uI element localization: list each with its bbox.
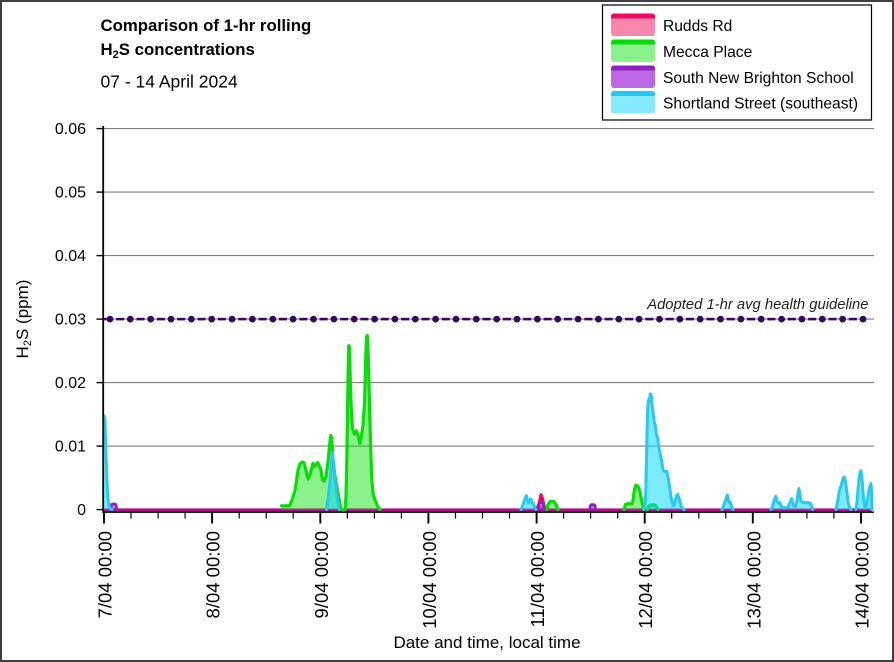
svg-text:0.05: 0.05 (55, 185, 86, 202)
svg-text:9/04 00:00: 9/04 00:00 (311, 531, 332, 618)
svg-text:07 - 14 April 2024: 07 - 14 April 2024 (101, 72, 238, 92)
svg-text:10/04 00:00: 10/04 00:00 (419, 531, 440, 629)
svg-text:13/04 00:00: 13/04 00:00 (743, 531, 764, 629)
svg-text:0.02: 0.02 (55, 375, 86, 392)
svg-text:8/04 00:00: 8/04 00:00 (203, 531, 224, 618)
svg-text:0: 0 (77, 502, 86, 519)
svg-text:0.03: 0.03 (55, 312, 86, 329)
svg-text:12/04 00:00: 12/04 00:00 (635, 531, 656, 629)
svg-text:0.04: 0.04 (55, 248, 86, 265)
svg-text:Mecca Place: Mecca Place (663, 44, 752, 61)
svg-text:0.06: 0.06 (55, 121, 86, 138)
svg-text:11/04 00:00: 11/04 00:00 (527, 531, 548, 627)
svg-text:South New Brighton School: South New Brighton School (663, 70, 854, 87)
svg-text:Date and time, local time: Date and time, local time (393, 633, 580, 652)
svg-text:H2S (ppm): H2S (ppm) (13, 280, 34, 359)
svg-text:Comparison of 1-hr rolling: Comparison of 1-hr rolling (101, 16, 312, 35)
svg-text:Rudds Rd: Rudds Rd (663, 18, 732, 35)
svg-text:7/04 00:00: 7/04 00:00 (95, 531, 116, 618)
svg-text:Shortland Street (southeast): Shortland Street (southeast) (663, 96, 858, 113)
svg-text:0.01: 0.01 (55, 439, 86, 456)
svg-text:H2S concentrations: H2S concentrations (101, 40, 255, 61)
svg-text:14/04 00:00: 14/04 00:00 (852, 531, 873, 629)
svg-text:Adopted 1-hr avg health guidel: Adopted 1-hr avg health guideline (646, 297, 868, 313)
